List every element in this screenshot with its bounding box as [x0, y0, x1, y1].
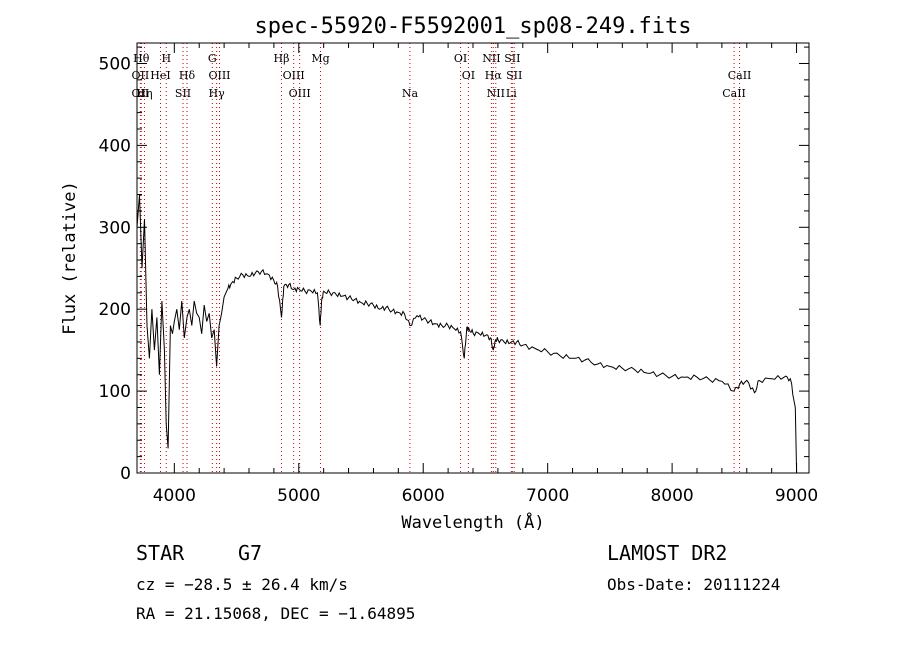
- survey-name: LAMOST DR2: [607, 541, 727, 565]
- spectral-line-markers: [140, 43, 739, 473]
- spectrum-series-line: [137, 195, 797, 474]
- spectral-line-label: OIII: [289, 87, 311, 100]
- spectral-line-label: NII: [487, 87, 505, 100]
- object-class: STAR: [136, 541, 184, 565]
- spectral-line-label: Mg: [311, 52, 329, 65]
- y-tick-label: 400: [99, 136, 131, 156]
- spectral-line-labels: HθOIIOIIHηHeIHHδSIIGOIIIHγHβOIIIOIIIMgNa…: [132, 52, 752, 100]
- x-tick-label: 6000: [402, 486, 445, 506]
- spectral-line-label: Hη: [136, 87, 152, 100]
- x-tick-label: 5000: [277, 486, 320, 506]
- x-tick-label: 4000: [153, 486, 196, 506]
- y-axis-label: Flux (relative): [60, 181, 80, 335]
- spectral-line-label: HeI: [150, 69, 170, 82]
- coordinates: RA = 21.15068, DEC = −1.64895: [136, 604, 415, 623]
- plot-frame: [137, 43, 809, 473]
- spectral-line-label: Hβ: [274, 52, 290, 65]
- spectral-line-label: Hδ: [179, 69, 196, 82]
- y-tick-label: 100: [99, 382, 131, 402]
- spectral-line-label: CaII: [722, 87, 746, 100]
- spectral-line-label: Hα: [485, 69, 503, 82]
- chart-title: spec-55920-F5592001_sp08-249.fits: [254, 14, 691, 39]
- y-tick-label: 200: [99, 300, 131, 320]
- spectral-line-label: OIII: [283, 69, 305, 82]
- spectral-line-label: Na: [402, 87, 419, 100]
- spectral-line-label: SII: [504, 52, 520, 65]
- y-tick-label: 500: [99, 54, 131, 74]
- y-tick-label: 300: [99, 218, 131, 238]
- spectral-line-label: NII: [482, 52, 500, 65]
- spectral-line-label: H: [161, 52, 171, 65]
- spectral-line-label: OIII: [208, 69, 230, 82]
- spectral-line-label: CaII: [728, 69, 752, 82]
- x-tick-label: 9000: [775, 486, 818, 506]
- x-tick-label: 7000: [526, 486, 569, 506]
- y-tick-label: 0: [120, 464, 131, 484]
- spectral-line-label: G: [208, 52, 217, 65]
- spectral-line-label: OI: [462, 69, 475, 82]
- spectral-line-label: Hγ: [209, 87, 226, 100]
- spectral-line-label: SII: [175, 87, 191, 100]
- object-subclass: G7: [238, 541, 262, 565]
- spectral-line-label: OI: [454, 52, 467, 65]
- x-tick-label: 8000: [650, 486, 693, 506]
- redshift-cz: cz = −28.5 ± 26.4 km/s: [136, 575, 348, 594]
- spectral-line-label: Li: [506, 87, 517, 100]
- y-axis-ticks: 0 100 200 300 400 500: [99, 47, 809, 484]
- observation-date: Obs-Date: 20111224: [607, 575, 780, 594]
- x-axis-label: Wavelength (Å): [401, 511, 544, 533]
- spectral-line-label: SII: [506, 69, 522, 82]
